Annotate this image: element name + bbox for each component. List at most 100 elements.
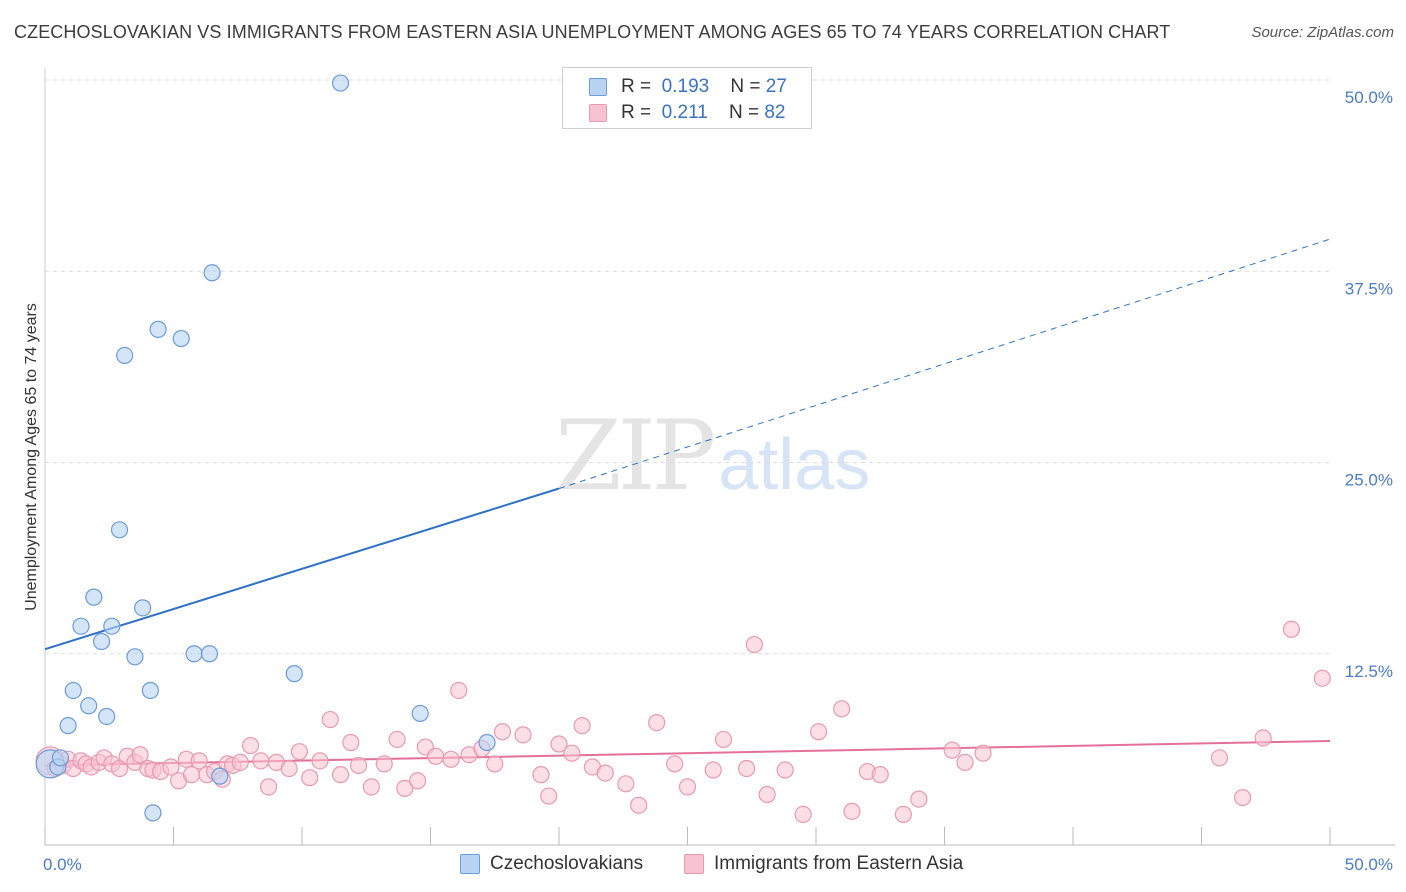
data-point-czechoslovakians — [144, 804, 162, 822]
data-point-immigrants — [1313, 669, 1331, 687]
data-point-immigrants — [745, 635, 763, 654]
data-point-immigrants — [1234, 788, 1252, 807]
legend-r-value: 0.193 — [661, 76, 710, 97]
series-czechoslovakians-points — [35, 74, 496, 822]
data-point-czechoslovakians — [126, 648, 144, 666]
data-point-czechoslovakians — [185, 645, 203, 663]
data-point-immigrants — [871, 766, 889, 784]
data-point-immigrants — [794, 805, 812, 824]
y-tick-label: 50.0% — [1345, 88, 1393, 107]
data-point-immigrants — [342, 733, 360, 752]
data-point-czechoslovakians — [51, 749, 70, 767]
legend-r-label: R = — [621, 76, 652, 97]
data-point-immigrants — [162, 758, 180, 776]
data-point-immigrants — [974, 744, 992, 762]
data-point-czechoslovakians — [134, 599, 152, 617]
legend-swatch-pink — [589, 104, 607, 122]
data-point-czechoslovakians — [141, 681, 159, 700]
legend-r-label: R = — [621, 102, 652, 123]
data-point-immigrants — [678, 778, 697, 796]
data-point-immigrants — [259, 778, 278, 796]
x-tick-label: 50.0% — [1345, 855, 1393, 874]
y-axis-label: Unemployment Among Ages 65 to 74 years — [23, 303, 40, 611]
data-point-immigrants — [290, 743, 309, 761]
data-point-immigrants — [630, 796, 648, 814]
data-point-czechoslovakians — [98, 707, 116, 726]
data-point-czechoslovakians — [203, 264, 221, 282]
legend-swatch-blue — [589, 78, 607, 96]
data-point-immigrants — [666, 755, 684, 773]
data-point-immigrants — [231, 753, 249, 771]
trend-line-czechoslovakians-extension — [558, 238, 1331, 489]
source-label: Source: ZipAtlas.com — [1251, 24, 1394, 41]
chart-title: CZECHOSLOVAKIAN VS IMMIGRANTS FROM EASTE… — [14, 22, 1171, 42]
data-point-immigrants — [617, 775, 635, 793]
data-point-czechoslovakians — [116, 346, 134, 364]
data-point-czechoslovakians — [72, 617, 90, 635]
data-point-czechoslovakians — [80, 697, 98, 715]
data-point-immigrants — [311, 752, 329, 770]
axes — [44, 68, 1395, 846]
grid-lines — [45, 79, 1330, 655]
data-point-immigrants — [349, 756, 368, 775]
data-point-immigrants — [943, 741, 961, 759]
data-point-immigrants — [738, 759, 756, 778]
data-point-immigrants — [596, 764, 614, 782]
data-point-immigrants — [648, 713, 666, 732]
data-point-immigrants — [486, 755, 504, 773]
data-point-immigrants — [910, 790, 928, 808]
data-point-czechoslovakians — [331, 74, 350, 92]
legend-r-value: 0.211 — [661, 102, 708, 123]
data-point-czechoslovakians — [411, 704, 429, 723]
legend-n-value: 82 — [764, 102, 786, 123]
legend-n-label: N = — [730, 76, 761, 97]
data-point-czechoslovakians — [211, 767, 229, 785]
data-point-immigrants — [563, 744, 581, 762]
data-point-czechoslovakians — [200, 645, 219, 663]
data-point-immigrants — [252, 752, 270, 770]
data-point-immigrants — [375, 755, 393, 773]
legend-item-immigrants: Immigrants from Eastern Asia — [684, 852, 963, 876]
data-point-immigrants — [894, 805, 912, 824]
data-point-czechoslovakians — [103, 617, 121, 635]
data-point-immigrants — [1210, 749, 1229, 767]
data-point-immigrants — [1254, 729, 1272, 747]
data-point-immigrants — [843, 802, 861, 820]
legend-label-czechoslovakians: Czechoslovakians — [490, 853, 644, 874]
tick-labels: 12.5% 25.0% 37.5% 50.0% 0.0% 50.0% — [43, 88, 1393, 874]
data-point-czechoslovakians — [92, 632, 111, 651]
y-tick-label: 37.5% — [1345, 279, 1393, 298]
data-point-czechoslovakians — [478, 733, 496, 752]
data-point-czechoslovakians — [149, 320, 167, 338]
legend-swatch-blue — [460, 854, 480, 874]
legend-row-czechoslovakians: R = 0.193 N = 27 — [589, 75, 787, 99]
data-point-immigrants — [301, 769, 319, 787]
data-point-immigrants — [956, 753, 974, 771]
data-point-czechoslovakians — [110, 521, 129, 539]
legend-n-value: 27 — [765, 76, 787, 97]
data-point-immigrants — [573, 717, 591, 735]
legend-swatch-pink — [684, 854, 704, 874]
data-point-czechoslovakians — [85, 588, 103, 606]
y-tick-label: 25.0% — [1345, 471, 1393, 490]
trend-line-czechoslovakians — [44, 487, 560, 651]
legend-n-label: N = — [728, 102, 760, 123]
data-point-immigrants — [532, 766, 550, 784]
data-point-immigrants — [704, 761, 722, 779]
correlation-legend: R = 0.193 N = 27 R = 0.211 N = 82 — [562, 67, 812, 129]
data-point-czechoslovakians — [172, 329, 190, 348]
data-point-immigrants — [833, 700, 851, 718]
data-point-immigrants — [758, 785, 776, 804]
data-point-immigrants — [442, 750, 460, 768]
data-point-immigrants — [427, 747, 445, 765]
data-point-immigrants — [493, 723, 512, 741]
data-point-immigrants — [450, 681, 468, 700]
data-point-czechoslovakians — [59, 717, 77, 735]
data-point-immigrants — [362, 778, 380, 796]
data-point-immigrants — [242, 736, 260, 755]
legend-label-immigrants: Immigrants from Eastern Asia — [714, 853, 964, 874]
data-point-immigrants — [190, 752, 208, 770]
data-point-immigrants — [331, 766, 350, 784]
data-point-czechoslovakians — [64, 681, 82, 700]
